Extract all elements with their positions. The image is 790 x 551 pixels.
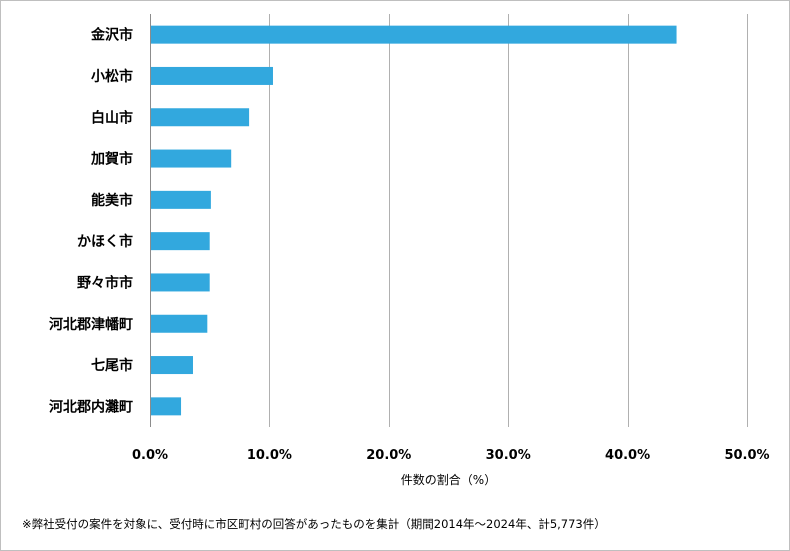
bar bbox=[151, 25, 677, 44]
x-tick-label: 50.0% bbox=[724, 448, 769, 463]
category-label: 白山市 bbox=[91, 109, 133, 126]
bar bbox=[151, 190, 211, 209]
category-label: 能美市 bbox=[91, 192, 133, 209]
x-tick-label: 10.0% bbox=[247, 448, 292, 463]
category-label: 小松市 bbox=[91, 68, 133, 85]
category-label: かほく市 bbox=[77, 233, 133, 250]
category-label: 加賀市 bbox=[90, 151, 133, 168]
bar bbox=[151, 273, 210, 292]
category-label: 七尾市 bbox=[91, 357, 133, 374]
bar bbox=[151, 66, 273, 85]
category-label: 河北郡津幡町 bbox=[49, 316, 133, 333]
bar bbox=[151, 232, 210, 251]
x-axis-title: 件数の割合（%） bbox=[401, 472, 496, 487]
x-tick-label: 0.0% bbox=[132, 448, 168, 463]
category-label: 金沢市 bbox=[90, 27, 133, 44]
bars bbox=[151, 25, 677, 416]
bar bbox=[151, 108, 250, 127]
bar bbox=[151, 397, 182, 416]
gridlines bbox=[269, 14, 748, 427]
bar bbox=[151, 356, 193, 375]
x-tick-labels: 0.0% 10.0% 20.0% 30.0% 40.0% 50.0% bbox=[132, 448, 770, 463]
footnote: ※弊社受付の案件を対象に、受付時に市区町村の回答があったものを集計（期間2014… bbox=[22, 517, 606, 531]
bar bbox=[151, 314, 208, 333]
x-tick-label: 40.0% bbox=[605, 448, 650, 463]
bar bbox=[151, 149, 232, 168]
category-label: 野々市市 bbox=[77, 274, 133, 291]
x-tick-label: 20.0% bbox=[366, 448, 411, 463]
category-label: 河北郡内灘町 bbox=[49, 398, 133, 415]
x-tick-label: 30.0% bbox=[486, 448, 531, 463]
